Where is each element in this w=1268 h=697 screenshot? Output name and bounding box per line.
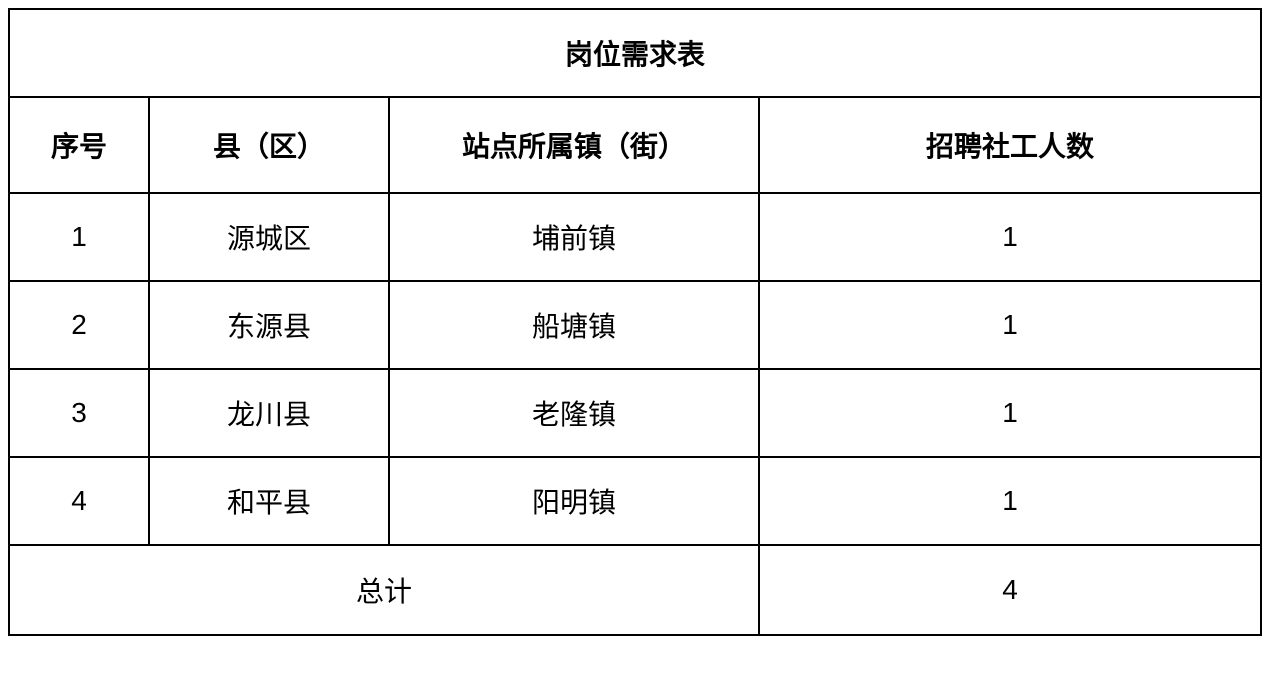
cell-count: 1 bbox=[759, 457, 1261, 545]
cell-town: 阳明镇 bbox=[389, 457, 759, 545]
cell-seq: 2 bbox=[9, 281, 149, 369]
table-header-row: 序号 县（区） 站点所属镇（街） 招聘社工人数 bbox=[9, 97, 1261, 193]
cell-town: 老隆镇 bbox=[389, 369, 759, 457]
table-row: 2 东源县 船塘镇 1 bbox=[9, 281, 1261, 369]
cell-town: 埔前镇 bbox=[389, 193, 759, 281]
header-seq: 序号 bbox=[9, 97, 149, 193]
cell-county: 龙川县 bbox=[149, 369, 389, 457]
table-row: 1 源城区 埔前镇 1 bbox=[9, 193, 1261, 281]
total-label: 总计 bbox=[9, 545, 759, 635]
total-value: 4 bbox=[759, 545, 1261, 635]
cell-seq: 3 bbox=[9, 369, 149, 457]
cell-count: 1 bbox=[759, 369, 1261, 457]
header-town: 站点所属镇（街） bbox=[389, 97, 759, 193]
cell-county: 和平县 bbox=[149, 457, 389, 545]
header-count: 招聘社工人数 bbox=[759, 97, 1261, 193]
table-row: 3 龙川县 老隆镇 1 bbox=[9, 369, 1261, 457]
table-row: 4 和平县 阳明镇 1 bbox=[9, 457, 1261, 545]
header-county: 县（区） bbox=[149, 97, 389, 193]
cell-seq: 4 bbox=[9, 457, 149, 545]
cell-county: 源城区 bbox=[149, 193, 389, 281]
cell-count: 1 bbox=[759, 281, 1261, 369]
cell-county: 东源县 bbox=[149, 281, 389, 369]
cell-town: 船塘镇 bbox=[389, 281, 759, 369]
table-title-row: 岗位需求表 bbox=[9, 9, 1261, 97]
cell-count: 1 bbox=[759, 193, 1261, 281]
table-title: 岗位需求表 bbox=[9, 9, 1261, 97]
cell-seq: 1 bbox=[9, 193, 149, 281]
table-total-row: 总计 4 bbox=[9, 545, 1261, 635]
position-demand-table: 岗位需求表 序号 县（区） 站点所属镇（街） 招聘社工人数 1 源城区 埔前镇 … bbox=[8, 8, 1262, 636]
